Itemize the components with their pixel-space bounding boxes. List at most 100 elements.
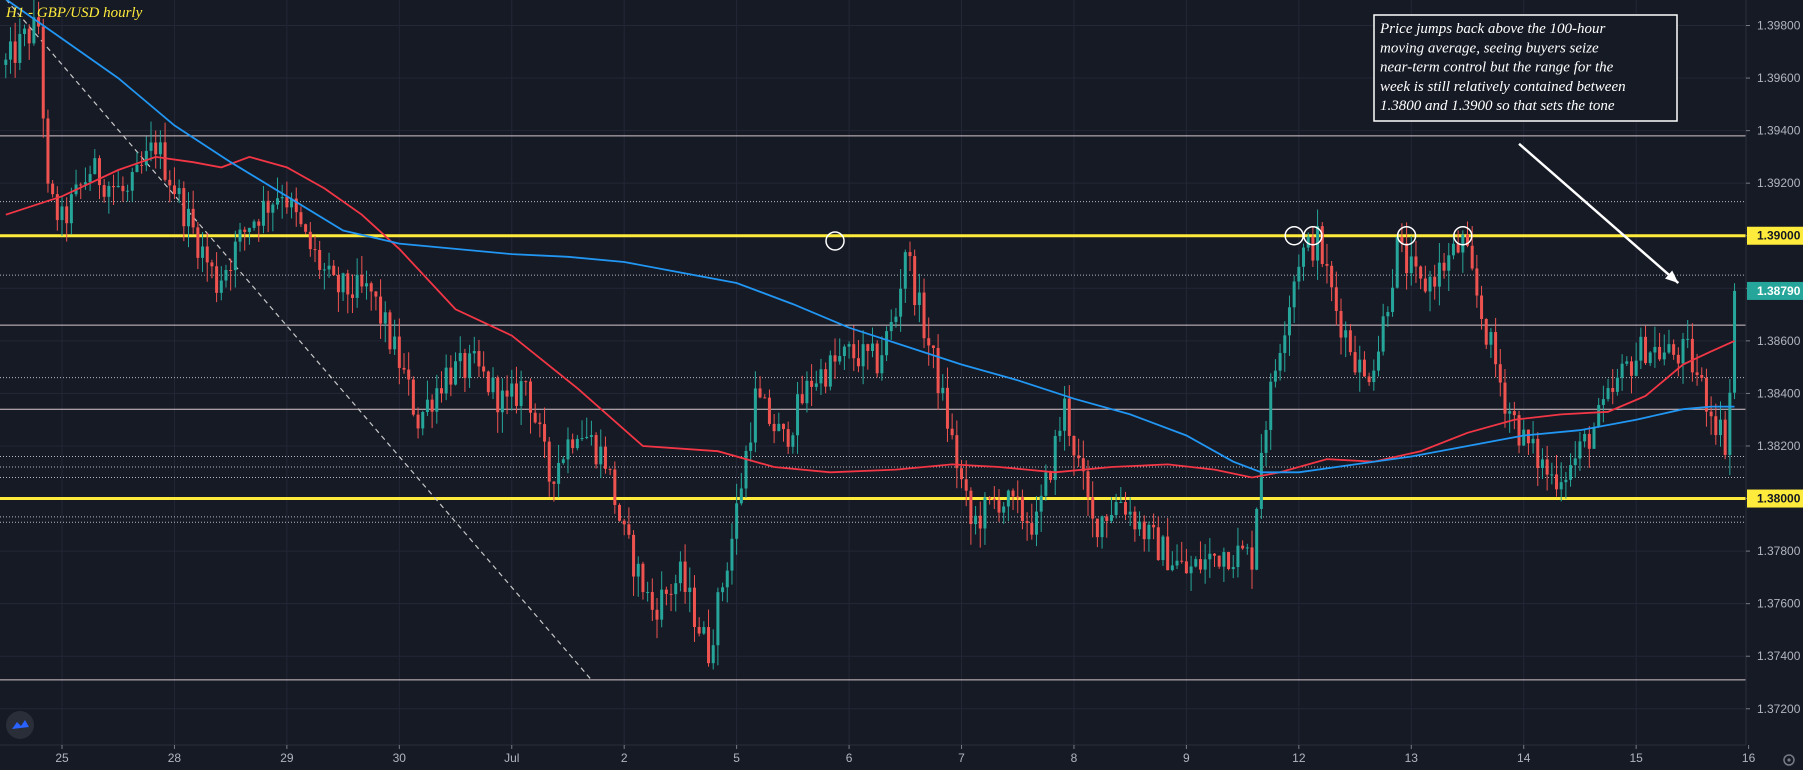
- candle-body: [1545, 459, 1549, 475]
- candle-body: [430, 399, 434, 412]
- candle-body: [664, 589, 668, 594]
- last-price-tag: [1747, 281, 1803, 300]
- candle-body: [383, 312, 387, 324]
- candle-body: [1597, 404, 1601, 428]
- candle-body: [1550, 474, 1554, 476]
- circled-high: [1303, 225, 1323, 246]
- candle-body: [491, 377, 495, 393]
- candle-body: [1077, 455, 1081, 459]
- candle-body: [97, 158, 101, 186]
- candle-body: [1480, 295, 1484, 319]
- candle-body: [636, 563, 640, 577]
- candle-body: [1409, 256, 1413, 274]
- candle-body: [191, 208, 195, 228]
- settings-icon[interactable]: [1783, 754, 1795, 766]
- candle-body: [454, 361, 458, 385]
- candle-body: [941, 387, 945, 394]
- candle-body: [1391, 287, 1395, 313]
- candle-body: [1639, 336, 1643, 361]
- candle-body: [444, 367, 448, 394]
- candle-body: [1227, 552, 1231, 570]
- candle-body: [791, 435, 795, 447]
- candle-body: [271, 204, 275, 213]
- y-tick-label: 1.37200: [1757, 702, 1801, 716]
- candle-body: [1325, 264, 1329, 266]
- candle-body: [1156, 527, 1160, 561]
- tradingview-logo[interactable]: [6, 711, 34, 739]
- candle-body: [1695, 372, 1699, 376]
- candle-body: [1250, 547, 1254, 570]
- candle-body: [861, 344, 865, 367]
- circled-highs: [825, 225, 1473, 251]
- candle-body: [978, 515, 982, 529]
- candle-body: [1133, 511, 1137, 530]
- candle-body: [936, 348, 940, 394]
- candle-body: [917, 292, 921, 306]
- candle-body: [388, 312, 392, 350]
- candle-body: [950, 428, 954, 436]
- candle-body: [1442, 262, 1446, 271]
- candle-body: [1405, 243, 1409, 274]
- x-tick-label: 5: [733, 751, 740, 765]
- candle-body: [1353, 352, 1357, 373]
- candle-body: [561, 459, 565, 463]
- candle-body: [1105, 516, 1109, 521]
- y-tick-label: 1.37400: [1757, 649, 1801, 663]
- candle-body: [290, 198, 294, 208]
- candle-body: [819, 369, 823, 384]
- candle-body: [229, 269, 233, 271]
- y-tick-label: 1.38600: [1757, 334, 1801, 348]
- candle-body: [369, 283, 373, 292]
- settings-gear-hub: [1787, 758, 1791, 762]
- candle-body: [411, 379, 415, 415]
- candle-body: [1526, 429, 1530, 444]
- candle-body: [1386, 312, 1390, 317]
- annotation-arrow-head: [1665, 270, 1679, 284]
- candle-body: [1269, 381, 1273, 430]
- candle-body: [365, 283, 369, 287]
- candle-body: [1114, 502, 1118, 515]
- candle-body: [88, 174, 92, 183]
- candle-body: [983, 497, 987, 529]
- downtrend-line: [5, 0, 592, 681]
- candle-body: [93, 158, 97, 175]
- y-axis-panel: [1746, 0, 1803, 770]
- candle-body: [1447, 255, 1451, 271]
- candle-body: [856, 358, 860, 367]
- candle-body: [655, 609, 659, 620]
- candle-body: [1611, 388, 1615, 392]
- candle-body: [871, 343, 875, 351]
- candle-body: [1255, 508, 1259, 570]
- chart-title: H1 - GBP/USD hourly: [5, 5, 143, 21]
- candle-body: [18, 34, 22, 63]
- candle-body: [1503, 382, 1507, 414]
- candle-body: [130, 172, 134, 191]
- candle-body: [1213, 553, 1217, 556]
- candle-body: [931, 345, 935, 349]
- candle-body: [350, 294, 354, 298]
- key-level-tag: [1747, 226, 1803, 245]
- candle-body: [1264, 429, 1268, 453]
- candle-body: [725, 570, 729, 588]
- candle-body: [500, 390, 504, 413]
- annotation: Price jumps back above the 100-hour movin…: [1373, 14, 1680, 284]
- candle-body: [1259, 452, 1263, 509]
- candle-body: [1306, 236, 1310, 248]
- candle-body: [1339, 311, 1343, 338]
- candle-body: [1400, 236, 1404, 244]
- candle-body: [1433, 276, 1437, 287]
- candle-body: [739, 488, 743, 504]
- candle-body: [519, 381, 523, 406]
- annotation-line: moving average, seeing buyers seize: [1380, 40, 1599, 56]
- candle-body: [735, 503, 739, 539]
- candle-body: [1358, 359, 1362, 373]
- candle-body: [903, 252, 907, 289]
- candle-body: [1615, 377, 1619, 392]
- candle-body: [341, 273, 345, 293]
- candle-body: [880, 355, 884, 374]
- candle-body: [65, 206, 69, 224]
- candle-body: [730, 538, 734, 571]
- circled-high: [825, 231, 845, 251]
